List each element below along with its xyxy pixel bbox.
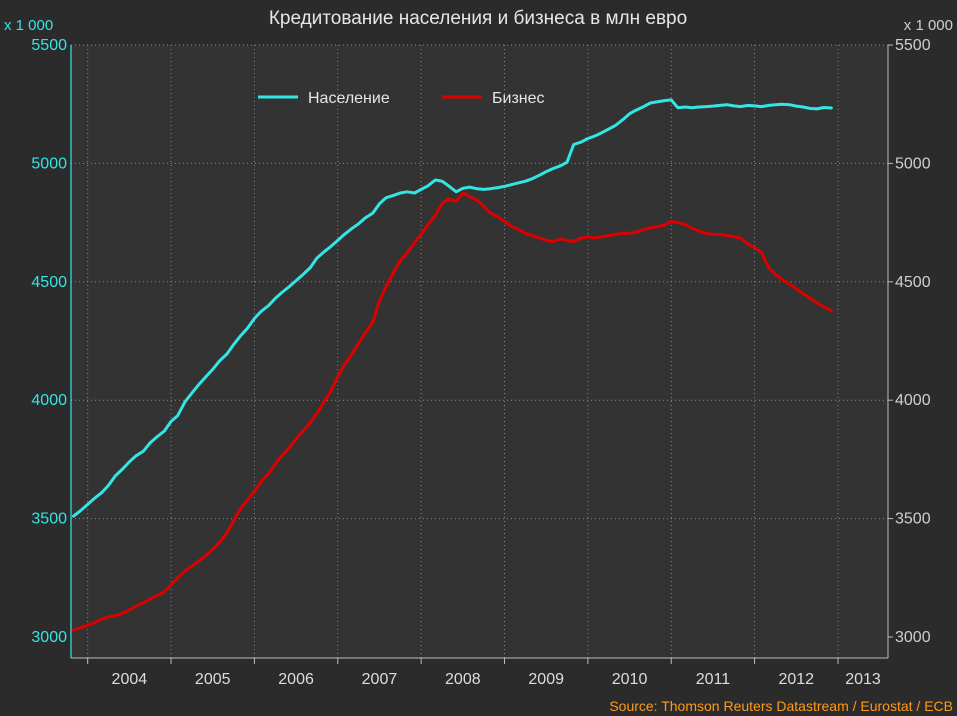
x-tick-label: 2010 bbox=[612, 671, 648, 688]
y-tick-label-right: 3500 bbox=[895, 511, 931, 528]
y-tick-label-right: 3000 bbox=[895, 629, 931, 646]
x-tick-label: 2011 bbox=[696, 671, 731, 688]
x-tick-label: 2007 bbox=[362, 671, 398, 688]
y-tick-label-left: 5500 bbox=[31, 37, 67, 54]
x-tick-label: 2009 bbox=[528, 671, 564, 688]
series-line-business bbox=[72, 191, 833, 632]
y-tick-label-left: 3000 bbox=[31, 629, 67, 646]
x-tick-label: 2008 bbox=[445, 671, 481, 688]
legend-label-business: Бизнес bbox=[492, 90, 545, 107]
x-tick-label: 2006 bbox=[278, 671, 314, 688]
x-tick-label: 2004 bbox=[112, 671, 148, 688]
y-tick-label-left: 4500 bbox=[31, 274, 67, 291]
axes bbox=[70, 44, 893, 664]
chart-title: Кредитование населения и бизнеса в млн е… bbox=[269, 8, 687, 29]
x-tick-label: 2012 bbox=[778, 671, 814, 688]
grid-lines bbox=[71, 44, 888, 658]
series-lines bbox=[72, 98, 833, 632]
right-axis-unit: x 1 000 bbox=[904, 17, 953, 34]
series-line-households bbox=[72, 98, 833, 518]
y-tick-label-left: 4000 bbox=[31, 392, 67, 409]
tick-labels: 3000 3000 3500 3500 4000 4000 4500 4500 5000 5000… bbox=[31, 37, 930, 688]
left-axis-unit: x 1 000 bbox=[4, 17, 53, 34]
y-tick-label-right: 5000 bbox=[895, 155, 931, 172]
legend: Население Бизнес bbox=[258, 90, 545, 107]
x-tick-label: 2013 bbox=[845, 671, 881, 688]
y-tick-label-left: 3500 bbox=[31, 511, 67, 528]
y-tick-label-right: 5500 bbox=[895, 37, 931, 54]
y-tick-label-right: 4500 bbox=[895, 274, 931, 291]
legend-label-households: Население bbox=[308, 90, 390, 107]
y-tick-label-left: 5000 bbox=[31, 155, 67, 172]
x-tick-label: 2005 bbox=[195, 671, 231, 688]
source-note: Source: Thomson Reuters Datastream / Eur… bbox=[609, 698, 953, 714]
y-tick-label-right: 4000 bbox=[895, 392, 931, 409]
